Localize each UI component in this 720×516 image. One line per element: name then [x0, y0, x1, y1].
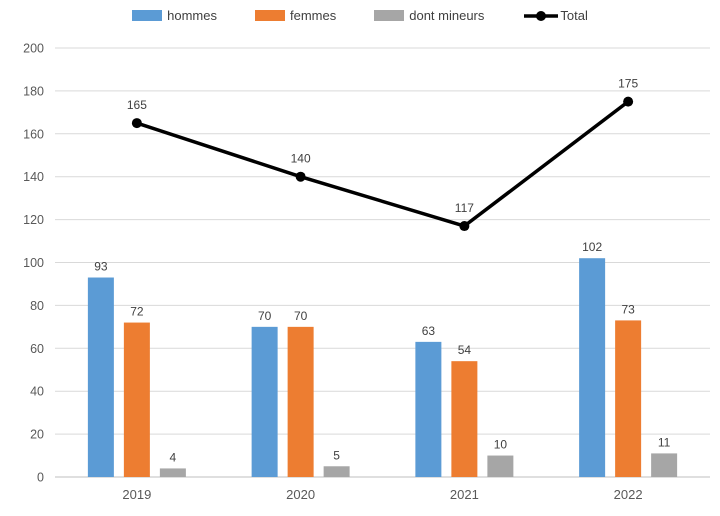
x-category-label-2022: 2022	[614, 487, 643, 502]
bar-label-hommes-2019: 93	[94, 260, 108, 274]
bar-label-dont-mineurs-2019: 4	[170, 450, 177, 464]
bar-label-hommes-2022: 102	[582, 240, 602, 254]
bar-label-femmes-2019: 72	[130, 305, 144, 319]
total-marker-2021	[459, 221, 470, 232]
y-tick-label: 140	[23, 170, 44, 184]
x-category-label-2019: 2019	[122, 487, 151, 502]
total-label-2019: 165	[127, 98, 147, 112]
y-tick-label: 0	[37, 471, 44, 485]
bar-femmes-2019	[123, 322, 150, 477]
bar-label-hommes-2020: 70	[258, 309, 272, 323]
bar-hommes-2021	[415, 341, 442, 477]
total-marker-2020	[295, 171, 306, 182]
bar-dont-mineurs-2019	[159, 468, 186, 477]
bar-label-femmes-2020: 70	[294, 309, 308, 323]
legend-line-marker-icon	[524, 10, 559, 21]
bar-label-femmes-2022: 73	[621, 302, 635, 316]
bar-dont-mineurs-2020	[323, 466, 350, 477]
bar-hommes-2022	[579, 258, 606, 477]
legend-label-femmes: femmes	[290, 8, 337, 23]
legend-item-hommes: hommes	[132, 8, 217, 23]
y-tick-label: 40	[30, 385, 44, 399]
bar-label-dont-mineurs-2020: 5	[333, 448, 340, 462]
bar-label-dont-mineurs-2021: 10	[494, 438, 508, 452]
legend-item-Total: Total	[522, 8, 588, 23]
bar-hommes-2019	[87, 277, 114, 477]
legend-item-dont-mineurs: dont mineurs	[374, 8, 484, 23]
total-marker-2019	[131, 118, 142, 129]
total-marker-2022	[623, 96, 634, 107]
y-tick-label: 100	[23, 256, 44, 270]
legend-swatch-hommes	[132, 10, 163, 21]
legend-swatch-femmes	[255, 10, 285, 21]
y-tick-label: 80	[30, 299, 44, 313]
x-category-label-2021: 2021	[450, 487, 479, 502]
y-tick-label: 200	[23, 42, 44, 56]
total-line	[135, 99, 630, 228]
x-category-label-2020: 2020	[286, 487, 315, 502]
bar-femmes-2021	[451, 361, 478, 477]
bar-dont-mineurs-2022	[651, 453, 678, 477]
total-label-2021: 117	[455, 201, 474, 215]
y-tick-label: 180	[23, 84, 44, 98]
legend-label-dont-mineurs: dont mineurs	[409, 8, 485, 23]
bar-label-hommes-2021: 63	[422, 324, 436, 338]
y-tick-label: 160	[23, 127, 44, 141]
legend-item-femmes: femmes	[255, 8, 336, 23]
bar-femmes-2020	[287, 326, 314, 477]
legend-label-Total: Total	[560, 8, 588, 23]
bar-label-femmes-2021: 54	[458, 343, 472, 357]
total-label-2022: 175	[618, 77, 638, 91]
chart-legend: hommes femmes dont mineurs Total	[0, 8, 720, 23]
y-tick-label: 60	[30, 342, 44, 356]
y-tick-label: 20	[30, 428, 44, 442]
legend-swatch-dont-mineurs	[374, 10, 405, 21]
legend-label-hommes: hommes	[167, 8, 217, 23]
bar-dont-mineurs-2021	[487, 455, 514, 477]
bar-label-dont-mineurs-2022: 11	[658, 435, 671, 449]
bar-hommes-2020	[251, 326, 278, 477]
y-tick-label: 120	[23, 213, 44, 227]
bar-femmes-2022	[615, 320, 642, 477]
total-label-2020: 140	[291, 152, 311, 166]
